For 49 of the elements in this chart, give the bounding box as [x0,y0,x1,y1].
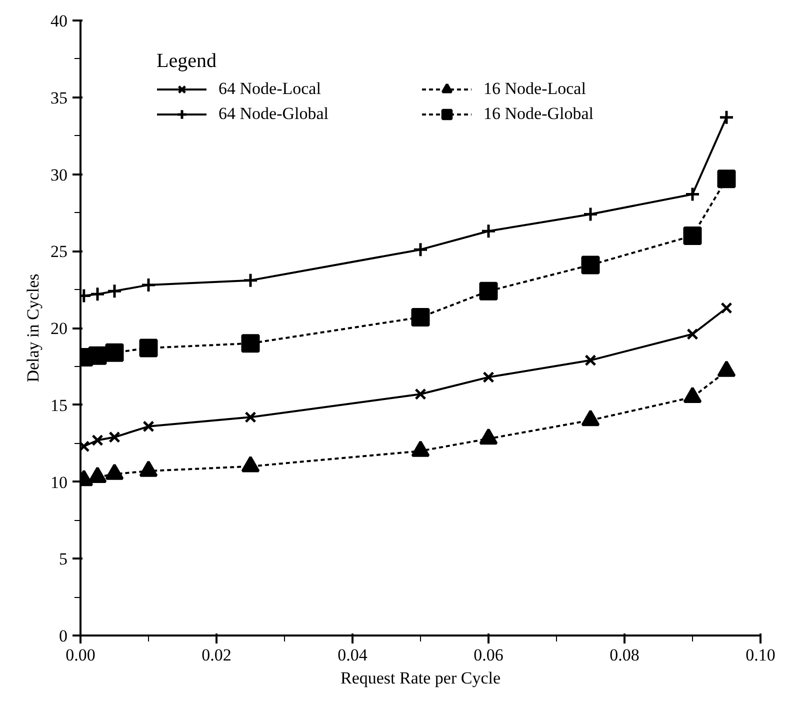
x-tick-label: 0.04 [338,646,368,664]
point [92,434,104,446]
point [717,170,736,188]
point [139,338,158,358]
point [241,334,260,353]
point [244,411,256,424]
point [480,223,496,239]
legend-label: 64 Node-Global [218,104,330,124]
x-tick-label: 0.06 [474,646,504,664]
legend-label: 16 Node-Global [484,104,595,124]
point [142,420,154,432]
point [412,242,428,258]
legend-label: 16 Node-Local [484,79,587,99]
point [581,256,600,274]
y-tick-label: 0 [59,626,68,646]
x-tick-label: 0.08 [610,646,640,664]
point [88,346,107,365]
x-tick-label: 0.10 [746,646,776,664]
point [414,388,426,400]
point [684,186,700,202]
y-tick-label: 35 [50,88,68,108]
point [90,286,106,302]
point [106,283,122,299]
legend-title: Legend [156,50,218,73]
point [479,282,498,300]
legend-label: 64 Node-Local [218,79,322,99]
point [482,371,494,384]
x-tick-label: 0.02 [202,646,232,664]
point [584,354,596,366]
point [720,302,732,314]
y-tick-label: 30 [50,165,68,184]
y-tick-label: 40 [50,12,68,30]
point [718,110,734,126]
y-tick-label: 10 [50,472,68,492]
x-tick-label: 0.00 [66,646,96,664]
point [411,308,430,326]
y-axis-title: Delay in Cycles [24,274,42,382]
y-tick-label: 20 [50,319,68,338]
point [108,431,120,444]
point [582,206,598,222]
x-axis-title: Request Rate per Cycle [340,668,501,688]
y-tick-label: 25 [50,242,68,262]
point [105,343,124,362]
point [683,226,702,245]
y-tick-label: 5 [59,550,68,569]
point [242,272,258,288]
point [686,328,698,340]
point [140,277,156,293]
y-tick-label: 15 [50,396,68,415]
